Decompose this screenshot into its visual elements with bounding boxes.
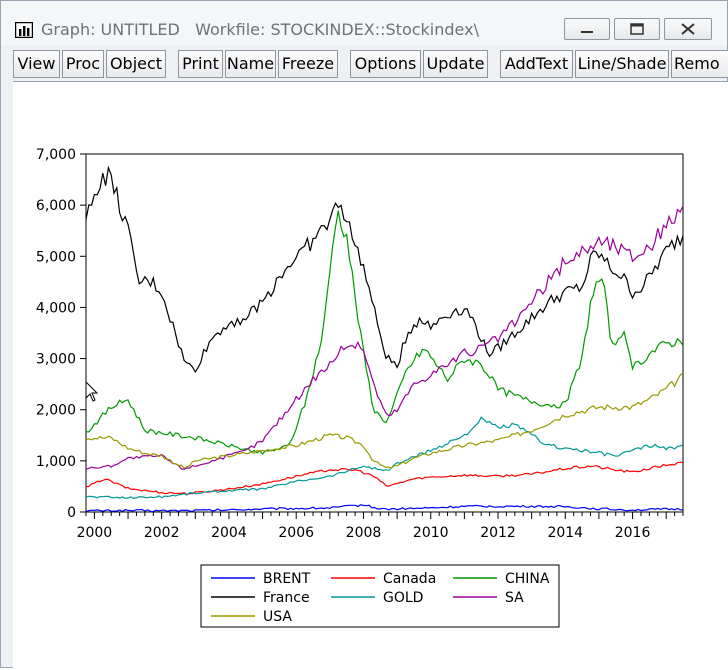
legend-label: USA [263,609,292,625]
series-line-canada [85,461,684,496]
legend-label: GOLD [383,590,423,606]
line-shade-button[interactable]: Line/Shade [575,50,669,78]
x-tick-label: 2016 [615,525,651,541]
series-line-sa [85,205,684,470]
options-button[interactable]: Options [350,50,421,78]
series-line-gold [85,416,684,500]
x-tick-label: 2010 [413,525,449,541]
remove-button[interactable]: Remo [671,50,728,78]
minimize-icon [581,31,593,33]
x-tick-label: 2014 [547,525,583,541]
y-tick-label: 7,000 [36,147,76,163]
proc-button[interactable]: Proc [62,50,104,78]
y-tick-label: 3,000 [36,352,76,368]
line-chart: 0 1,000 2,000 3,000 4,000 5,000 6,000 7,000 2000… [36,147,684,628]
y-tick-label: 5,000 [36,249,76,265]
legend [200,564,560,628]
x-tick-label: 2004 [211,525,247,541]
print-button[interactable]: Print [178,50,223,78]
plot-frame [85,153,684,513]
legend-label: CHINA [505,571,550,587]
freeze-button[interactable]: Freeze [278,50,338,78]
series-line-brent [85,504,684,513]
series-line-china [85,210,684,455]
addtext-button[interactable]: AddText [500,50,573,78]
y-tick-label: 4,000 [36,300,76,316]
y-tick-label: 0 [67,505,76,521]
maximize-button[interactable] [614,18,660,40]
title-bar[interactable]: Graph: UNTITLED Workfile: STOCKINDEX::St… [1,1,727,45]
mouse-cursor-icon [85,381,99,402]
close-button[interactable] [664,18,712,40]
y-tick-label: 2,000 [36,403,76,419]
y-tick-label: 6,000 [36,198,76,214]
series-line-usa [85,372,684,469]
name-button[interactable]: Name [225,50,276,78]
x-tick-label: 2008 [346,525,382,541]
close-icon [681,23,695,35]
graph-area: 0 1,000 2,000 3,000 4,000 5,000 6,000 7,000 2000… [13,81,728,670]
y-tick-label: 1,000 [36,454,76,470]
graph-app-icon [15,22,33,38]
object-button[interactable]: Object [106,50,166,78]
legend-label: SA [505,590,524,606]
window-title: Graph: UNTITLED Workfile: STOCKINDEX::St… [41,20,479,39]
minimize-button[interactable] [564,18,610,40]
graph-toolbar: View Proc Object Print Name Freeze Optio… [13,48,728,80]
series-line-france [85,165,684,374]
maximize-icon [630,23,644,35]
update-button[interactable]: Update [423,50,488,78]
x-tick-label: 2000 [77,525,113,541]
x-tick-label: 2012 [480,525,516,541]
legend-label: BRENT [263,571,311,587]
view-button[interactable]: View [13,50,60,78]
legend-label: France [263,590,310,606]
x-tick-label: 2006 [278,525,314,541]
legend-label: Canada [383,571,436,587]
x-tick-label: 2002 [144,525,180,541]
